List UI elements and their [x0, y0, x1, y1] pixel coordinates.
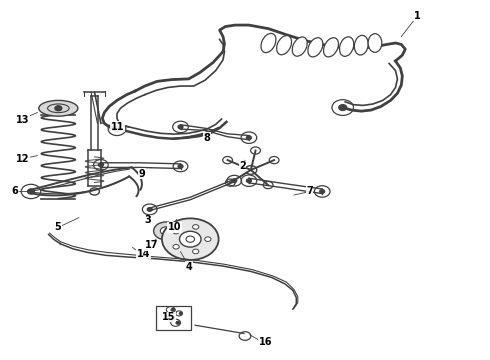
Circle shape [178, 125, 183, 129]
Text: 15: 15 [162, 312, 175, 322]
Circle shape [98, 163, 103, 167]
Circle shape [147, 208, 152, 211]
Text: 8: 8 [203, 133, 210, 143]
Circle shape [160, 227, 172, 235]
Ellipse shape [340, 37, 354, 57]
Circle shape [179, 231, 201, 247]
Circle shape [173, 244, 179, 249]
Circle shape [246, 179, 251, 183]
Circle shape [162, 219, 219, 260]
Ellipse shape [368, 34, 382, 52]
Text: 12: 12 [16, 154, 30, 164]
Text: 11: 11 [111, 122, 124, 132]
Circle shape [186, 236, 195, 242]
Text: 7: 7 [306, 186, 313, 197]
Circle shape [176, 321, 180, 324]
Text: 10: 10 [168, 222, 181, 232]
Text: 9: 9 [139, 168, 145, 179]
Circle shape [339, 105, 346, 111]
Circle shape [171, 317, 174, 319]
Ellipse shape [323, 38, 339, 57]
Ellipse shape [354, 35, 368, 55]
Text: 5: 5 [54, 222, 61, 232]
Circle shape [171, 309, 175, 311]
Circle shape [193, 225, 199, 229]
Ellipse shape [308, 38, 323, 57]
Text: 16: 16 [259, 337, 272, 347]
Circle shape [320, 190, 325, 193]
Ellipse shape [39, 100, 78, 116]
Ellipse shape [261, 33, 276, 53]
Circle shape [154, 222, 178, 240]
Circle shape [232, 179, 237, 183]
Circle shape [193, 249, 199, 254]
Circle shape [173, 229, 179, 234]
Text: 13: 13 [16, 115, 30, 125]
Text: 3: 3 [145, 215, 151, 225]
Circle shape [205, 237, 211, 242]
Text: 17: 17 [145, 240, 158, 250]
Text: 4: 4 [185, 262, 192, 272]
Text: 2: 2 [239, 161, 246, 171]
Circle shape [27, 189, 34, 194]
Circle shape [246, 136, 251, 139]
Text: 14: 14 [137, 248, 150, 258]
Circle shape [114, 127, 120, 131]
Text: 1: 1 [414, 11, 420, 21]
Circle shape [179, 312, 182, 314]
Circle shape [55, 106, 62, 111]
Text: 6: 6 [11, 186, 18, 197]
Circle shape [178, 165, 183, 168]
Ellipse shape [277, 36, 292, 55]
Ellipse shape [292, 37, 307, 56]
